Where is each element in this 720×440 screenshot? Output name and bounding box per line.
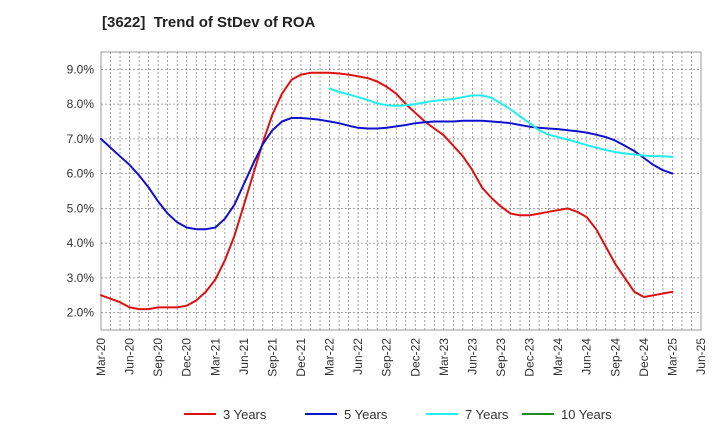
- x-tick-label: Dec-21: [294, 338, 308, 377]
- x-tick-label: Jun-22: [351, 338, 365, 375]
- grid: [100, 51, 702, 331]
- x-tick-label: Sep-22: [380, 338, 394, 377]
- y-tick-label: 2.0%: [67, 306, 95, 320]
- y-tick-label: 5.0%: [67, 201, 95, 215]
- y-tick-label: 7.0%: [67, 132, 95, 146]
- legend: 3 Years 5 Years 7 Years 10 Years: [184, 407, 612, 422]
- legend-label: 7 Years: [465, 407, 509, 422]
- x-tick-label: Sep-21: [265, 338, 279, 377]
- x-tick-label: Dec-24: [637, 338, 651, 377]
- y-tick-label: 9.0%: [67, 62, 95, 76]
- series-line-3-years: [100, 71, 674, 311]
- y-tick-label: 8.0%: [67, 97, 95, 111]
- plot-frame: [100, 51, 702, 331]
- x-tick-label: Jun-24: [580, 338, 594, 375]
- series-lines: [100, 71, 674, 311]
- legend-label: 5 Years: [344, 407, 388, 422]
- x-tick-label: Sep-24: [608, 338, 622, 377]
- chart-title: [3622] Trend of StDev of ROA: [102, 14, 316, 31]
- x-tick-label: Mar-25: [665, 338, 679, 376]
- x-tick-label: Dec-20: [180, 338, 194, 377]
- x-tick-label: Mar-21: [208, 338, 222, 376]
- x-tick-label: Dec-23: [523, 338, 537, 377]
- x-tick-label: Sep-23: [494, 338, 508, 377]
- x-tick-label: Jun-25: [694, 338, 708, 375]
- x-tick-label: Mar-20: [94, 338, 108, 376]
- x-tick-label: Mar-22: [323, 338, 337, 376]
- x-tick-label: Jun-21: [237, 338, 251, 375]
- legend-label: 10 Years: [561, 407, 612, 422]
- y-tick-label: 4.0%: [67, 236, 95, 250]
- x-tick-label: Dec-22: [408, 338, 422, 377]
- series-line-7-years: [328, 87, 674, 158]
- axes: 2.0% 3.0% 4.0% 5.0% 6.0% 7.0% 8.0% 9.0% Mar-20 Ju…: [67, 62, 708, 376]
- legend-label: 3 Years: [223, 407, 267, 422]
- x-tick-label: Sep-20: [151, 338, 165, 377]
- x-tick-label: Mar-24: [551, 338, 565, 376]
- series-line-5-years: [100, 117, 674, 231]
- y-tick-label: 3.0%: [67, 271, 95, 285]
- x-tick-label: Mar-23: [437, 338, 451, 376]
- y-tick-label: 6.0%: [67, 167, 95, 181]
- x-tick-label: Jun-20: [123, 338, 137, 375]
- x-tick-label: Jun-23: [465, 338, 479, 375]
